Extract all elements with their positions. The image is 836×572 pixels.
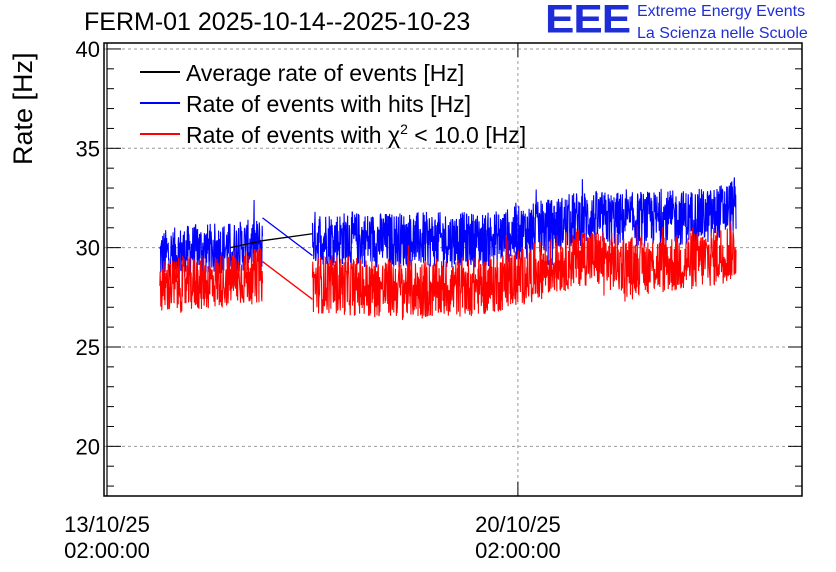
legend-label-avg: Average rate of events [Hz] [186,60,464,86]
plot-frame [103,42,803,497]
legend-label-chi2: Rate of events with χ2 < 10.0 [Hz] [186,121,526,148]
legend-chi2-suffix: < 10.0 [Hz] [408,122,526,148]
y-tick-label-35: 35 [76,136,100,161]
legend-label-hits: Rate of events with hits [Hz] [186,91,471,117]
series-chi2-connector [262,261,313,300]
y-tick-label-40: 40 [76,37,100,62]
y-tick-label-20: 20 [76,434,100,459]
chart-title: FERM-01 2025-10-14--2025-10-23 [84,8,471,36]
chi-superscript: 2 [400,121,408,137]
series-chi2-segment-0 [159,248,264,313]
series-hits-segment-0 [159,199,264,280]
x-tick-label-1-date: 20/10/25 [475,512,561,537]
chi-symbol: χ [388,122,400,148]
series-chi2-segment-1 [311,222,737,320]
x-tick-label-0-time: 02:00:00 [64,538,150,563]
x-tick-label-1-time: 02:00:00 [475,538,561,563]
x-tick-label-0-date: 13/10/25 [64,512,150,537]
brand-line-1: Extreme Energy Events [637,3,806,20]
y-tick-label-25: 25 [76,335,100,360]
eee-logo: EEE [545,0,631,42]
series-hits-segment-1 [311,177,737,284]
series-avg-line [230,233,313,249]
legend-chi2-prefix: Rate of events with [186,122,388,148]
y-tick-label-30: 30 [76,236,100,261]
brand-line-2: La Scienza nelle Scuole [637,25,808,42]
